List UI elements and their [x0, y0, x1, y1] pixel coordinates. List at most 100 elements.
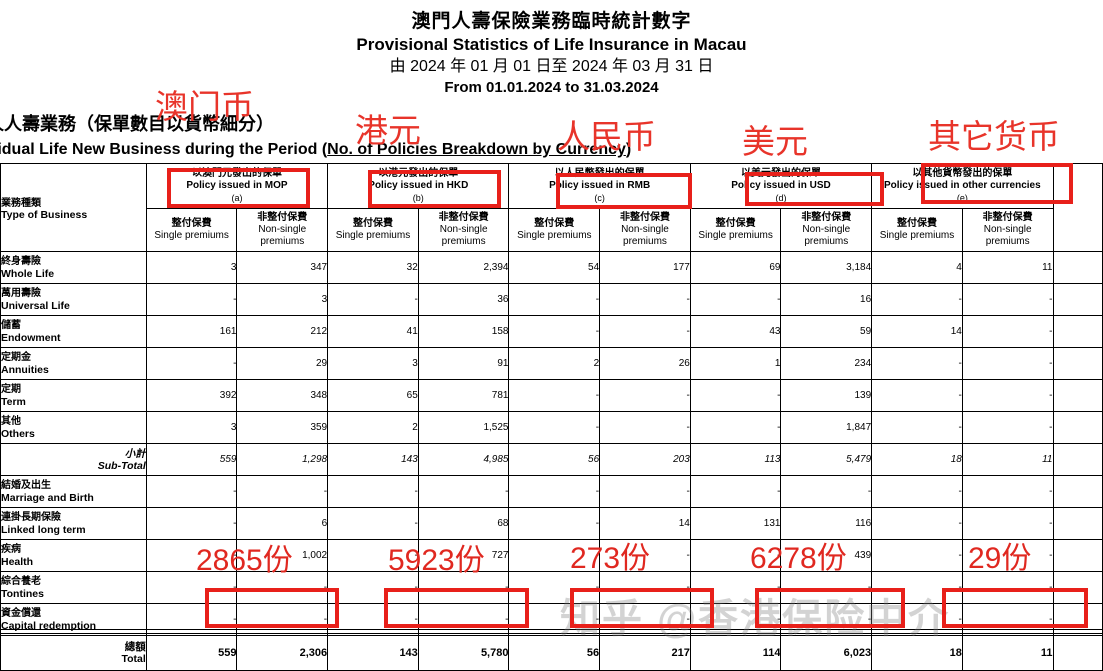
row-tontines-label-en: Tontines [1, 587, 44, 600]
row-tontines-value-5: - [599, 571, 691, 604]
currency-header-usd-letter: (d) [775, 193, 787, 203]
row-annuities-value-3: 91 [417, 347, 510, 380]
type-of-business-header-cn: 業務種類 [1, 198, 41, 209]
type-of-business-header: 業務種類 Type of Business [0, 163, 147, 252]
row-others-value-1: 359 [236, 411, 329, 444]
row-tontines-label: 綜合養老 Tontines [0, 571, 147, 604]
total-value-0: 559 [145, 635, 238, 671]
document-title-block: 澳門人壽保險業務臨時統計數字 Provisional Statistics of… [0, 10, 1103, 98]
row-health-label-en: Health [1, 555, 34, 568]
row-term-label-en: Term [1, 395, 26, 408]
subheader-mop-single-cn: 整付保費 [171, 218, 212, 229]
row-health-overflow [1052, 539, 1103, 572]
row-endowment-overflow [1052, 315, 1103, 348]
row-universal-life-label-en: Universal Life [1, 299, 70, 312]
subtotal-value-3: 4,985 [417, 443, 510, 476]
row-universal-life-value-6: - [689, 283, 782, 316]
subtotal-value-5: 203 [599, 443, 691, 476]
annotation-label-usd: 美元 [742, 123, 808, 160]
subheader-rmb-nonsingle-cn: 非整付保費 [619, 212, 670, 223]
row-annuities-value-6: 1 [689, 347, 782, 380]
highlight-box-header-other [921, 163, 1073, 204]
annotation-count-usd: 6278份 [750, 542, 847, 575]
total-value-3: 5,780 [417, 635, 510, 671]
total-overflow [1052, 635, 1103, 671]
highlight-box-header-usd [745, 172, 884, 206]
annotation-label-hkd: 港元 [355, 112, 421, 149]
row-term-value-5: - [599, 379, 691, 412]
subheader-mop-nonsingle-en: Non-single premiums [258, 224, 307, 247]
period-chinese: 由 2024 年 01 月 01 日至 2024 年 03 月 31 日 [389, 58, 714, 75]
subheader-usd-nonsingle-cn: 非整付保費 [801, 212, 852, 223]
subheader-usd-nonsingle-en: Non-single premiums [802, 224, 851, 247]
row-marriage-and-birth-value-9: - [961, 475, 1054, 508]
row-whole-life-label-en: Whole Life [1, 267, 55, 280]
table-row: 定期金 Annuities -29 3 91 2 26 1 234- - [0, 347, 1103, 380]
annotation-label-mop: 澳门币 [155, 88, 254, 125]
subtotal-value-0: 559 [145, 443, 238, 476]
table-row: 萬用壽險 Universal Life -3-36- - -16- - [0, 283, 1103, 316]
subheader-rmb-nonsingle: 非整付保費 Non-single premiums [599, 208, 691, 252]
total-label-en: Total [121, 653, 146, 665]
row-annuities-label-en: Annuities [1, 363, 49, 376]
row-universal-life-value-1: 3 [236, 283, 329, 316]
currency-header-hkd-letter: (b) [412, 193, 424, 203]
subtotal-value-4: 56 [508, 443, 601, 476]
row-term-label: 定期 Term [0, 379, 147, 412]
currency-header-overflow [1052, 163, 1103, 252]
row-tontines-value-1: - [236, 571, 329, 604]
annotation-label-other: 其它货币 [928, 118, 1060, 155]
total-value-4: 56 [508, 635, 601, 671]
row-health-label-cn: 疾病 [1, 543, 21, 555]
subheader-other-single-cn: 整付保費 [896, 218, 937, 229]
row-term-value-0: 392 [145, 379, 238, 412]
row-capital-redemption-value-3: - [417, 603, 510, 636]
row-universal-life-label-cn: 萬用壽險 [1, 287, 41, 299]
highlight-box-total-other [942, 588, 1088, 628]
subtotal-value-6: 113 [689, 443, 782, 476]
title-english: Provisional Statistics of Life Insurance… [356, 35, 747, 54]
highlight-box-total-rmb [570, 588, 714, 628]
row-capital-redemption-label: 資金償還 Capital redemption [0, 603, 147, 636]
row-others-label: 其他 Others [0, 411, 147, 444]
subheader-rmb-single-en: Single premiums [517, 230, 592, 241]
row-linked-long-term-overflow [1052, 507, 1103, 540]
total-value-8: 18 [871, 635, 963, 671]
row-whole-life-value-7: 3,184 [780, 251, 873, 284]
row-whole-life-value-3: 2,394 [417, 251, 510, 284]
row-endowment-value-2: 41 [327, 315, 419, 348]
section-heading-english-pre: Individual Life New Business during the … [0, 141, 328, 158]
row-capital-redemption-value-9: - [961, 603, 1054, 636]
row-linked-long-term-value-6: 131 [689, 507, 782, 540]
row-marriage-and-birth-value-4: - [508, 475, 601, 508]
total-value-5: 217 [599, 635, 691, 671]
total-label-cn: 總額 [124, 641, 146, 653]
total-value-7: 6,023 [780, 635, 873, 671]
row-endowment-label-cn: 儲蓄 [1, 319, 21, 331]
row-marriage-and-birth-overflow [1052, 475, 1103, 508]
row-others-value-0: 3 [145, 411, 238, 444]
row-others-value-3: 1,525 [417, 411, 510, 444]
section-heading-chinese: 個人人壽業務（保單數目以貨幣細分） [0, 114, 274, 134]
subheader-mop-single-en: Single premiums [154, 230, 229, 241]
subheader-other-nonsingle-cn: 非整付保費 [982, 212, 1033, 223]
row-tontines-value-4: - [508, 571, 601, 604]
row-health-label: 疾病 Health [0, 539, 147, 572]
currency-header-rmb-letter: (c) [594, 193, 605, 203]
row-tontines-value-2: - [327, 571, 419, 604]
subheader-other-nonsingle: 非整付保費 Non-single premiums [961, 208, 1054, 252]
row-endowment-value-9: - [961, 315, 1054, 348]
row-whole-life-overflow [1052, 251, 1103, 284]
row-term-label-cn: 定期 [1, 383, 21, 395]
row-annuities-value-7: 234 [780, 347, 873, 380]
row-marriage-and-birth-value-8: - [871, 475, 963, 508]
currency-header-hkd-en: Policy issued in HKD [368, 180, 469, 191]
row-marriage-and-birth-label-en: Marriage and Birth [1, 491, 94, 504]
currency-header-other-cn: 以其他貨幣發出的保單 [912, 168, 1013, 179]
row-annuities-value-4: 2 [508, 347, 601, 380]
table-row: 疾病 Health -1,002-727- - -439- - [0, 539, 1103, 572]
row-others-value-2: 2 [327, 411, 419, 444]
currency-header-rmb: 以人民幣發出的保單 Policy issued in RMB (c) [508, 163, 691, 209]
currency-header-rmb-en: Policy issued in RMB [549, 180, 651, 191]
row-annuities-value-5: 26 [599, 347, 691, 380]
